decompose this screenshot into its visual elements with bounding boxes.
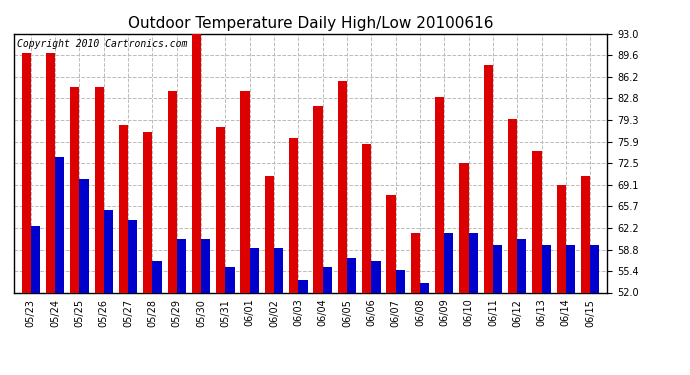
Bar	[493, 245, 502, 292]
Bar	[144, 132, 152, 292]
Bar	[518, 239, 526, 292]
Bar	[55, 157, 64, 292]
Bar	[395, 270, 405, 292]
Bar	[362, 144, 371, 292]
Bar	[152, 261, 161, 292]
Bar	[46, 53, 55, 292]
Bar	[532, 150, 542, 292]
Bar	[177, 239, 186, 292]
Bar	[313, 106, 323, 292]
Bar	[265, 176, 274, 292]
Bar	[31, 226, 40, 292]
Bar	[216, 127, 226, 292]
Title: Outdoor Temperature Daily High/Low 20100616: Outdoor Temperature Daily High/Low 20100…	[128, 16, 493, 31]
Bar	[298, 280, 308, 292]
Bar	[590, 245, 600, 292]
Bar	[566, 245, 575, 292]
Bar	[201, 239, 210, 292]
Bar	[192, 31, 201, 292]
Bar	[240, 90, 250, 292]
Bar	[128, 220, 137, 292]
Bar	[386, 195, 395, 292]
Bar	[323, 267, 332, 292]
Bar	[119, 125, 128, 292]
Bar	[411, 232, 420, 292]
Bar	[420, 283, 429, 292]
Bar	[347, 258, 356, 292]
Bar	[289, 138, 298, 292]
Bar	[484, 65, 493, 292]
Bar	[104, 210, 113, 292]
Bar	[70, 87, 79, 292]
Bar	[435, 97, 444, 292]
Bar	[168, 90, 177, 292]
Bar	[274, 248, 284, 292]
Bar	[557, 185, 566, 292]
Bar	[95, 87, 103, 292]
Bar	[337, 81, 347, 292]
Bar	[226, 267, 235, 292]
Bar	[581, 176, 590, 292]
Bar	[371, 261, 381, 292]
Bar	[508, 119, 518, 292]
Bar	[542, 245, 551, 292]
Bar	[469, 232, 477, 292]
Bar	[460, 163, 469, 292]
Text: Copyright 2010 Cartronics.com: Copyright 2010 Cartronics.com	[17, 39, 187, 49]
Bar	[444, 232, 453, 292]
Bar	[21, 53, 31, 292]
Bar	[79, 179, 89, 292]
Bar	[250, 248, 259, 292]
